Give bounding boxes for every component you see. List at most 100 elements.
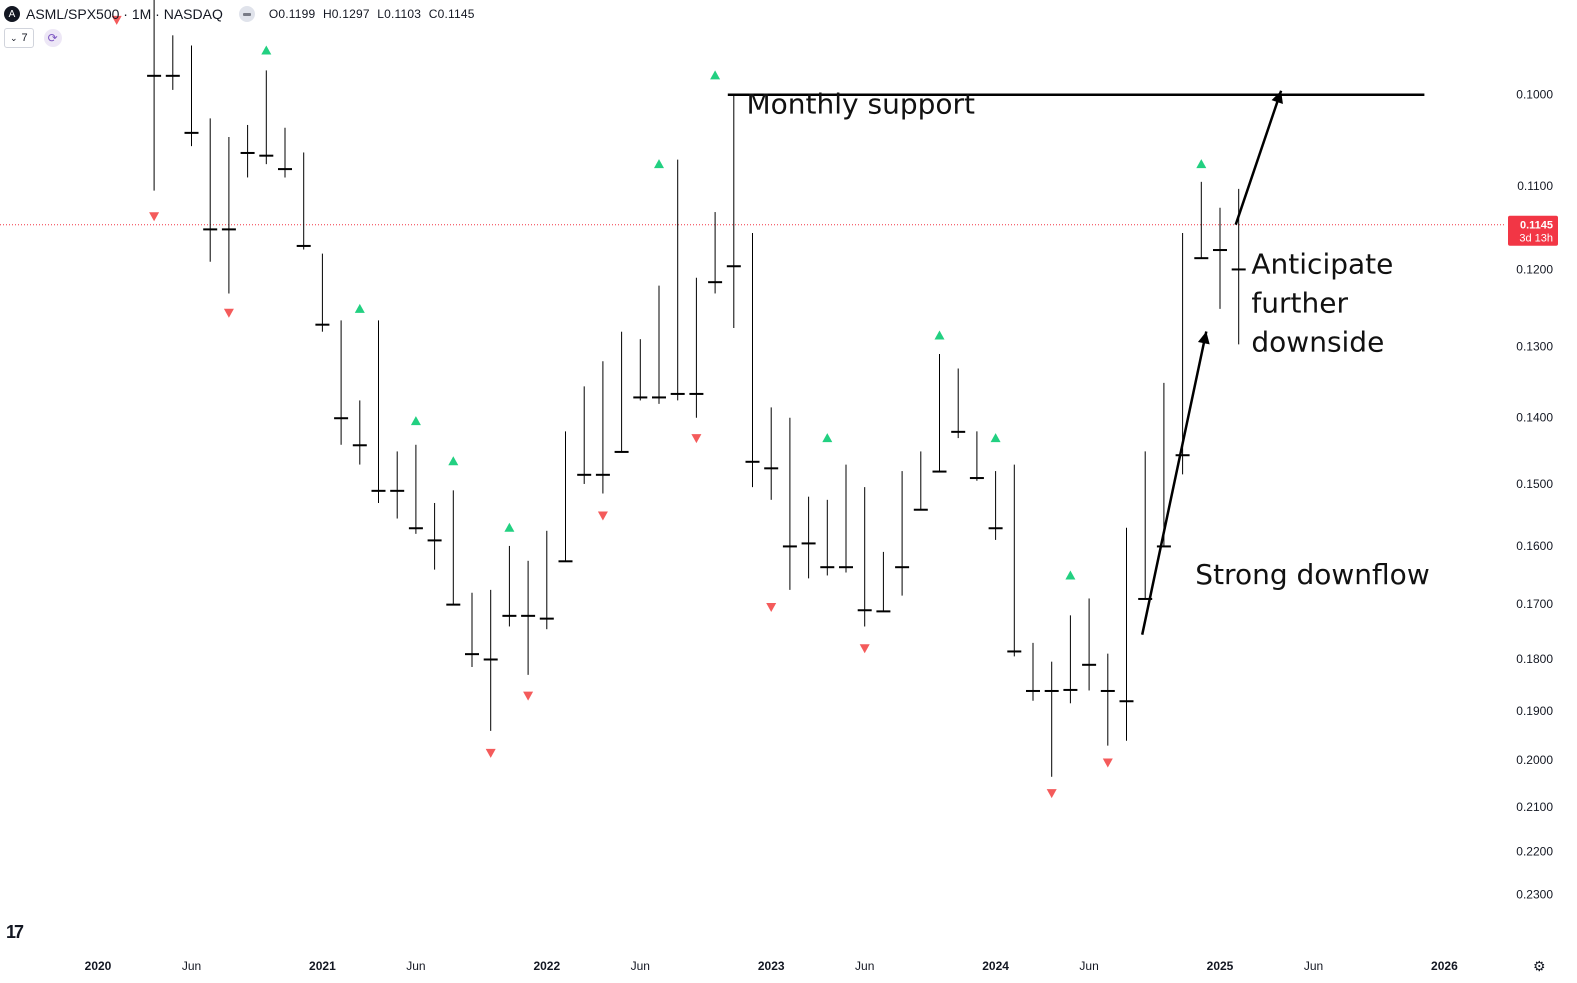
candle [259, 70, 274, 165]
up-marker [261, 45, 272, 55]
candle [969, 431, 984, 481]
annotation-arrow [1234, 90, 1283, 226]
candle-body [1119, 700, 1134, 703]
candle [876, 551, 891, 613]
open-value: O0.1199 [268, 7, 316, 21]
candle-body [184, 131, 199, 134]
candles [147, 0, 1246, 777]
gear-icon[interactable]: ⚙ [1533, 958, 1546, 974]
annotation-text: Anticipate further downside [1251, 248, 1393, 359]
annotation-line: downside [1251, 326, 1384, 359]
candle [296, 152, 311, 250]
x-tick-label: Jun [631, 959, 650, 973]
candle-body [764, 467, 779, 470]
y-axis: 0.07000.08000.09000.10000.11000.12000.13… [1516, 0, 1553, 901]
candle [352, 400, 367, 465]
y-tick-label: 0.1600 [1516, 539, 1553, 553]
candle-body [1231, 268, 1246, 271]
eye-icon[interactable] [238, 6, 255, 22]
y-tick-label: 0.1800 [1516, 652, 1553, 666]
candle [408, 444, 423, 534]
y-tick-label: 0.1100 [1517, 179, 1553, 193]
indicators-toggle-button[interactable]: ⌄ 7 [4, 28, 34, 48]
candle [165, 35, 180, 90]
x-tick-label: Jun [1304, 959, 1323, 973]
x-tick-label: Jun [406, 959, 425, 973]
candle [839, 464, 853, 573]
candle [278, 127, 292, 178]
candle [427, 502, 442, 570]
candle [240, 124, 255, 178]
candle-body [913, 508, 928, 511]
candle-body [857, 609, 872, 612]
candle-body [203, 228, 218, 231]
down-marker [597, 511, 608, 521]
y-tick-label: 0.2300 [1516, 887, 1553, 901]
candle-body [895, 566, 910, 569]
y-tick-label: 0.2100 [1516, 800, 1553, 814]
symbol-title[interactable]: ASML/SPX500 · 1M · NASDAQ [26, 6, 223, 22]
candle [1063, 615, 1078, 704]
down-marker [223, 308, 234, 318]
candle [1082, 598, 1097, 691]
symbol-logo-icon[interactable]: A [4, 6, 20, 22]
candle [465, 592, 479, 667]
candle [633, 339, 648, 401]
y-tick-label: 0.1300 [1516, 340, 1553, 354]
y-tick-label: 0.1900 [1516, 704, 1553, 718]
candle-body [1007, 650, 1022, 653]
candle-body [876, 610, 891, 613]
annotations: Monthly support Strong downflow Anticipate… [747, 88, 1430, 635]
down-marker [766, 602, 777, 612]
y-tick-label: 0.1000 [1516, 88, 1553, 102]
candle-body [1213, 249, 1227, 252]
candle-body [296, 244, 311, 247]
candle [539, 530, 554, 630]
candle [1138, 451, 1153, 600]
candle [764, 407, 779, 500]
candle-body [408, 527, 423, 530]
candle-body [1194, 257, 1209, 260]
candle-body [577, 473, 592, 476]
candle [1175, 233, 1190, 475]
y-tick-label: 0.1400 [1516, 411, 1553, 425]
candle [932, 353, 947, 473]
candle-body [745, 460, 760, 463]
down-marker [859, 644, 870, 654]
markers [111, 15, 1207, 799]
candle-body [1175, 454, 1190, 457]
y-tick-label: 0.2200 [1516, 845, 1553, 859]
candle [147, 0, 162, 191]
price-tag-countdown: 3d 13h [1519, 233, 1553, 245]
x-tick-label: Jun [182, 959, 201, 973]
refresh-icon[interactable]: ⟳ [43, 29, 62, 47]
up-marker [410, 416, 421, 426]
candle-body [259, 154, 274, 157]
candle [521, 560, 536, 675]
candle [1194, 181, 1209, 260]
candle [184, 45, 199, 147]
up-marker [354, 303, 365, 313]
candle-body [839, 566, 853, 569]
down-marker [111, 15, 122, 25]
candle-body [352, 444, 367, 447]
x-tick-label: 2023 [758, 959, 785, 973]
candle-body [147, 74, 162, 77]
candle-body [1044, 689, 1059, 692]
candle-body [315, 323, 330, 326]
candle-body [483, 658, 498, 661]
candle-body [1138, 597, 1153, 600]
arrow-head [1271, 90, 1283, 105]
candle-body [539, 617, 554, 620]
candle-body [278, 168, 292, 171]
candle [820, 499, 835, 576]
arrow-head [1197, 331, 1210, 345]
annotation-text: Monthly support [747, 88, 976, 121]
chevron-down-icon: ⌄ [10, 32, 18, 43]
candle [1026, 642, 1040, 701]
candle [1156, 382, 1171, 548]
up-marker [504, 522, 515, 532]
candle-body [165, 74, 180, 77]
x-tick-label: 2020 [85, 959, 112, 973]
